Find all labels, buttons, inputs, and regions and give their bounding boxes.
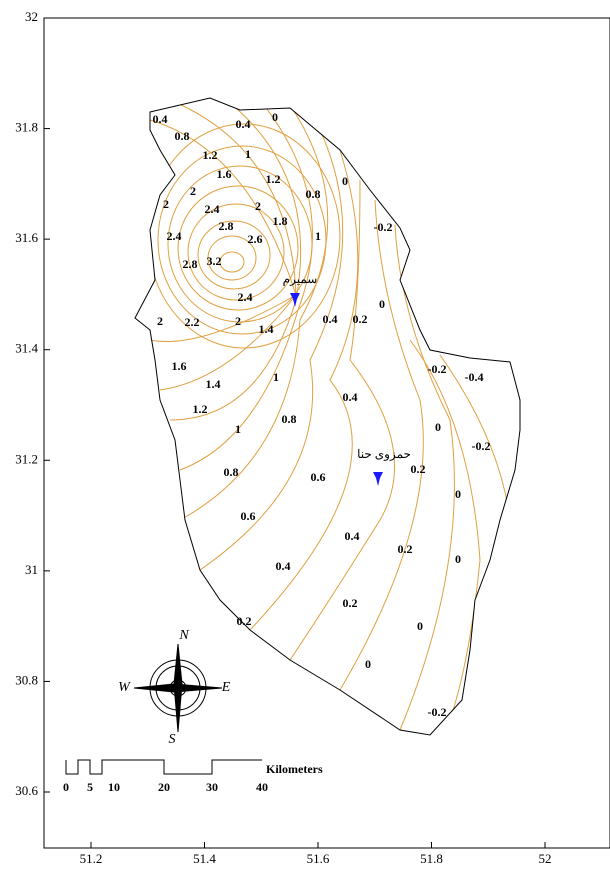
contour-label: 2 (157, 314, 163, 328)
scale-label: 5 (87, 780, 93, 794)
contour-label: 0 (435, 420, 441, 434)
contour-label: 2.4 (238, 290, 253, 304)
contour-label: 0 (365, 657, 371, 671)
scale-label: 30 (206, 780, 218, 794)
x-tick-label: 51.8 (420, 851, 443, 866)
contour-label: 0.4 (345, 529, 360, 543)
contour-label: -0.2 (428, 362, 447, 376)
y-tick-label: 32 (25, 9, 38, 24)
y-tick-label: 31.2 (15, 451, 38, 466)
contour-label: 0 (272, 110, 278, 124)
contour-label: 2 (163, 197, 169, 211)
x-tick-label: 52 (539, 851, 552, 866)
y-tick-label: 30.8 (15, 672, 38, 687)
frame (44, 18, 610, 848)
scale-label: 0 (63, 780, 69, 794)
place-name: سمیرم (283, 272, 318, 286)
contour-label: 3.2 (207, 254, 222, 268)
contour-label: 2.4 (167, 229, 182, 243)
contour-label: 1.2 (193, 402, 208, 416)
contour-label: -0.4 (465, 370, 484, 384)
contour-label: 1.6 (217, 167, 232, 181)
contour-label: 0 (342, 174, 348, 188)
scale-unit: Kilometers (266, 762, 323, 776)
contour-label: 2.6 (248, 232, 263, 246)
contour-label: 0.4 (323, 312, 338, 326)
contour-label: 0 (455, 552, 461, 566)
place-name: حمزوی حنا (357, 447, 411, 461)
y-tick-label: 31.4 (15, 341, 38, 356)
contour-label: 0.2 (237, 614, 252, 628)
y-tick-label: 30.6 (15, 783, 38, 798)
contour-label: 1 (245, 147, 251, 161)
contour-label: 2.2 (185, 315, 200, 329)
contour-label: 0.4 (236, 117, 251, 131)
scale-label: 20 (158, 780, 170, 794)
scale-bar (66, 760, 262, 774)
contour-label: 0 (455, 487, 461, 501)
contour-label: 1 (315, 229, 321, 243)
page: 3231.831.631.431.23130.830.651.251.451.6… (0, 0, 610, 875)
contour-label: 0.6 (241, 509, 256, 523)
contour-label: 0.6 (311, 470, 326, 484)
contour-label: 1.4 (206, 377, 221, 391)
x-tick-label: 51.6 (307, 851, 330, 866)
contour-label: 2 (255, 199, 261, 213)
contour-label: 0.2 (343, 596, 358, 610)
contour-label: 2.8 (219, 219, 234, 233)
contour-label: 0 (417, 619, 423, 633)
contour-label: 0 (379, 297, 385, 311)
contour-label: 2 (235, 314, 241, 328)
contour-label: -0.2 (472, 439, 491, 453)
compass-letter: E (221, 680, 231, 695)
contour-label: 0.4 (153, 112, 168, 126)
contour-label: 0.2 (411, 462, 426, 476)
contour-label: -0.2 (374, 220, 393, 234)
contour-label: 1.6 (172, 359, 187, 373)
compass (134, 644, 222, 732)
contour-label: 0.2 (353, 312, 368, 326)
contour-label: 0.2 (398, 542, 413, 556)
contour-label: 2.8 (183, 257, 198, 271)
contour-label: 0.8 (282, 412, 297, 426)
x-tick-label: 51.4 (193, 851, 216, 866)
contour-label: 0.4 (276, 559, 291, 573)
compass-letter: W (118, 680, 131, 695)
compass-letter: S (169, 732, 176, 747)
contour-label: 1.2 (203, 148, 218, 162)
scale-label: 40 (256, 780, 268, 794)
scale-label: 10 (108, 780, 120, 794)
y-tick-label: 31 (25, 562, 38, 577)
contour-label: 1 (235, 422, 241, 436)
compass-letter: N (178, 628, 189, 643)
contour-label: 0.8 (175, 129, 190, 143)
map: 3231.831.631.431.23130.830.651.251.451.6… (0, 0, 610, 870)
contour-label: 0.8 (306, 187, 321, 201)
y-tick-label: 31.6 (15, 230, 38, 245)
contour-label: 2.4 (205, 202, 220, 216)
contour-label: 1 (273, 370, 279, 384)
contour-label: 0.8 (224, 465, 239, 479)
y-tick-label: 31.8 (15, 120, 38, 135)
contour-label: 2 (190, 184, 196, 198)
place-marker (373, 472, 383, 486)
contour-label: 1.2 (266, 172, 281, 186)
contour-label: -0.2 (428, 705, 447, 719)
contour-label: 1.8 (273, 214, 288, 228)
x-tick-label: 51.2 (80, 851, 103, 866)
contour-label: 1.4 (259, 322, 274, 336)
contour-label: 0.4 (343, 390, 358, 404)
